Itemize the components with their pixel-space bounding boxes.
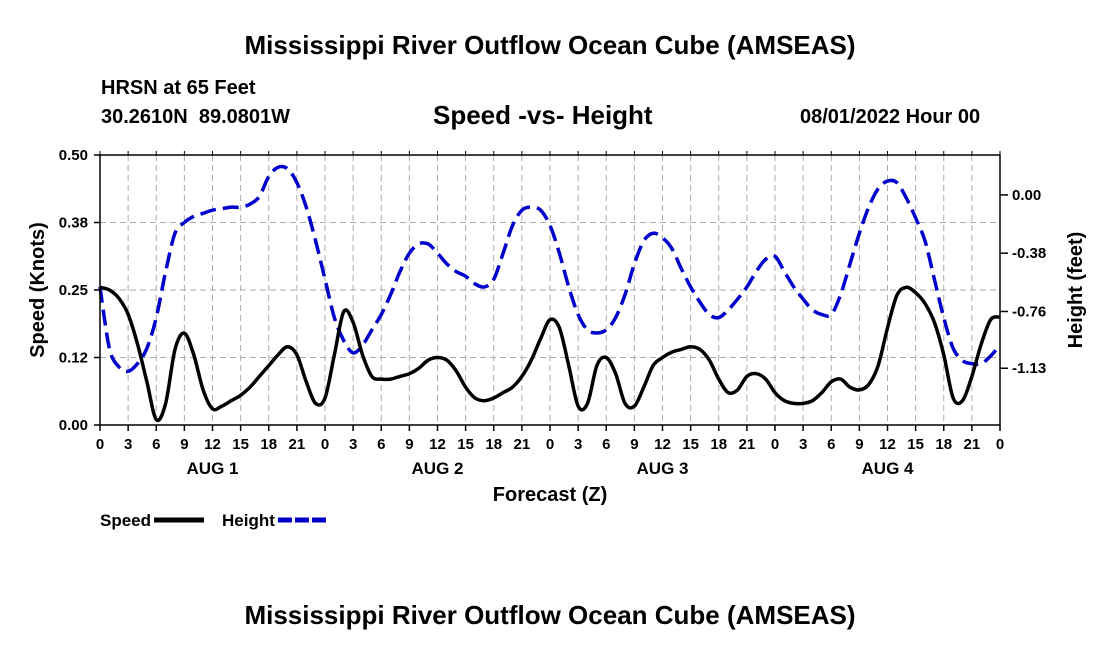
- x-tick-label: 9: [630, 436, 638, 453]
- bottom-title: Mississippi River Outflow Ocean Cube (AM…: [244, 600, 856, 630]
- x-tick-label: 3: [574, 436, 582, 453]
- x-tick-label: 0: [96, 436, 104, 453]
- x-tick-label: 6: [152, 436, 160, 453]
- legend-label-speed: Speed: [100, 511, 151, 530]
- grid-lines: [100, 155, 1000, 425]
- x-tick-label: 0: [321, 436, 329, 453]
- y-tick-label: 0.00: [59, 417, 88, 434]
- x-tick-label: 15: [457, 436, 474, 453]
- x-tick-label: 3: [349, 436, 357, 453]
- coordinates-label: 30.2610N 89.0801W: [101, 106, 291, 128]
- x-tick-label: 21: [289, 436, 306, 453]
- x-tick-label: 9: [855, 436, 863, 453]
- x-tick-label: 6: [377, 436, 385, 453]
- station-label: HRSN at 65 Feet: [101, 77, 256, 99]
- x-tick-label: 21: [514, 436, 531, 453]
- series-height-line: [98, 164, 1002, 374]
- x-tick-label: 0: [771, 436, 779, 453]
- chart-subtitle: Speed -vs- Height: [433, 100, 653, 130]
- x-tick-label: 12: [879, 436, 896, 453]
- day-label: AUG 3: [637, 459, 689, 478]
- x-axis-title: Forecast (Z): [493, 484, 607, 506]
- axis-labels: 0 3 6 9 12 15 18 21 0 3 6 9 12 15 18 21 0 3 6 9 12 15 18 21 0 3 6 9…: [27, 147, 1087, 506]
- x-tick-label: 6: [827, 436, 835, 453]
- x-tick-label: 18: [260, 436, 277, 453]
- y-tick-label: 0.38: [59, 215, 88, 232]
- y2-tick-label: 0.00: [1012, 187, 1041, 204]
- x-tick-label: 18: [485, 436, 502, 453]
- y-axis-title: Speed (Knots): [27, 222, 49, 358]
- x-tick-label: 21: [964, 436, 981, 453]
- x-tick-label: 9: [405, 436, 413, 453]
- x-tick-label: 21: [739, 436, 756, 453]
- day-label: AUG 1: [187, 459, 239, 478]
- main-title: Mississippi River Outflow Ocean Cube (AM…: [244, 30, 856, 60]
- y2-tick-label: -0.38: [1012, 245, 1046, 262]
- x-tick-label: 15: [907, 436, 924, 453]
- legend-label-height: Height: [222, 511, 275, 530]
- x-tick-label: 12: [429, 436, 446, 453]
- series-layer: [98, 164, 1002, 423]
- x-tick-label: 12: [654, 436, 671, 453]
- x-tick-label: 12: [204, 436, 221, 453]
- legend: Speed Height: [100, 511, 328, 530]
- y-tick-label: 0.12: [59, 350, 88, 367]
- x-tick-label: 18: [935, 436, 952, 453]
- x-tick-label: 18: [710, 436, 727, 453]
- y-tick-label: 0.50: [59, 147, 88, 164]
- x-tick-label: 6: [602, 436, 610, 453]
- y2-axis-title: Height (feet): [1065, 232, 1087, 349]
- x-tick-label: 9: [180, 436, 188, 453]
- x-tick-label: 0: [546, 436, 554, 453]
- forecast-datetime: 08/01/2022 Hour 00: [800, 106, 981, 128]
- day-label: AUG 4: [862, 459, 915, 478]
- speed-height-chart: 0 3 6 9 12 15 18 21 0 3 6 9 12 15 18 21 0 3 6 9 12 15 18 21 0 3 6 9…: [27, 147, 1087, 530]
- y2-tick-label: -0.76: [1012, 303, 1046, 320]
- x-tick-label: 0: [996, 436, 1004, 453]
- x-tick-label: 3: [124, 436, 132, 453]
- axis-ticks: [94, 151, 1008, 431]
- y2-tick-label: -1.13: [1012, 360, 1046, 377]
- day-label: AUG 2: [412, 459, 464, 478]
- x-tick-label: 15: [682, 436, 699, 453]
- x-tick-label: 15: [232, 436, 249, 453]
- y-tick-label: 0.25: [59, 282, 88, 299]
- series-speed-line: [99, 285, 1001, 423]
- x-tick-label: 3: [799, 436, 807, 453]
